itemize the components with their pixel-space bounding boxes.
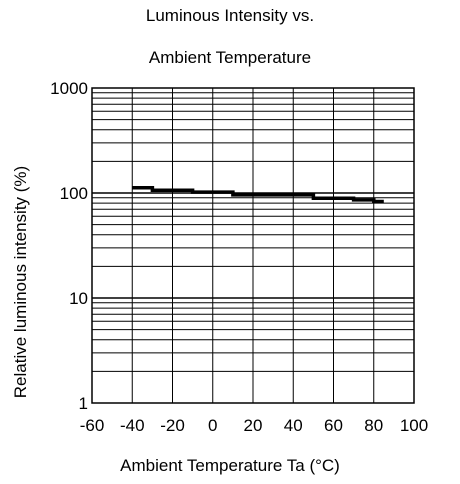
- x-tick-label: -40: [120, 416, 145, 435]
- chart-subtitle: Ambient Temperature: [148, 48, 312, 67]
- y-tick-label: 100: [60, 184, 88, 203]
- y-tick-label: 1000: [50, 79, 88, 98]
- x-tick-label: 40: [284, 416, 303, 435]
- x-tick-label: 80: [364, 416, 383, 435]
- x-tick-label: -20: [160, 416, 185, 435]
- series-line: [132, 186, 384, 204]
- chart-title: Luminous Intensity vs.: [145, 6, 315, 25]
- x-tick-label: 60: [324, 416, 343, 435]
- y-tick-label: 1: [79, 394, 88, 413]
- x-tick-label: 0: [208, 416, 217, 435]
- x-tick-label: -60: [80, 416, 105, 435]
- y-tick-label: 10: [69, 289, 88, 308]
- x-axis-label: Ambient Temperature Ta (°C): [120, 456, 340, 475]
- x-tick-label: 20: [244, 416, 263, 435]
- x-tick-label: 100: [400, 416, 428, 435]
